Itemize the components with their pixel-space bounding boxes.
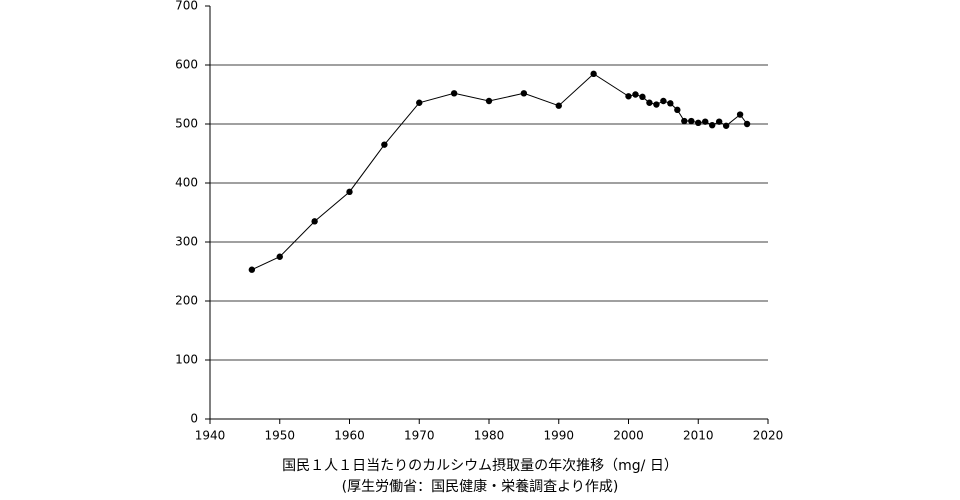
point [311,218,318,225]
y-tick-label: 300 [175,235,198,249]
x-tick-label: 2020 [753,429,784,443]
point [520,90,528,97]
line [251,73,748,271]
point [688,117,695,125]
x-tick-label: 1940 [195,429,226,443]
x-tick-label: 2010 [683,429,714,443]
point [248,266,256,273]
point [416,99,423,106]
chart-subtitle: (厚生労働省：国民健康・栄養調査より作成) [342,478,619,495]
x-tick-label: 1980 [474,429,505,443]
y-tick-label: 0 [190,412,198,426]
chart-title: 国民１人１日当たりのカルシウム摂取量の年次推移（mg/ 日） [282,458,678,474]
y-tick-label: 700 [175,0,198,13]
x-tick-label: 1960 [334,429,365,443]
x-tick-label: 1950 [264,429,295,443]
point [722,122,730,129]
point [715,118,723,125]
point [736,111,744,118]
y-tick-label: 500 [175,117,198,131]
point [743,120,751,128]
point [625,93,632,100]
point [653,101,660,108]
point [450,90,458,97]
point [667,100,674,107]
x-tick-label: 1990 [543,429,574,443]
y-tick-label: 400 [175,176,198,190]
point [276,253,283,260]
point [381,141,388,148]
point [485,97,493,105]
point [632,91,639,98]
point [674,106,681,114]
y-tick-label: 100 [175,353,198,367]
x-tick-label: 1970 [404,429,435,443]
point [639,93,646,101]
point [702,118,709,125]
y-tick-label: 200 [175,294,198,308]
point [590,70,597,78]
point [709,121,716,129]
point [681,117,688,125]
point [346,188,353,196]
point [660,97,667,105]
x-tick-label: 2000 [613,429,644,443]
y-tick-label: 600 [175,58,198,72]
point [695,119,702,127]
point [555,102,562,109]
point [646,99,653,106]
